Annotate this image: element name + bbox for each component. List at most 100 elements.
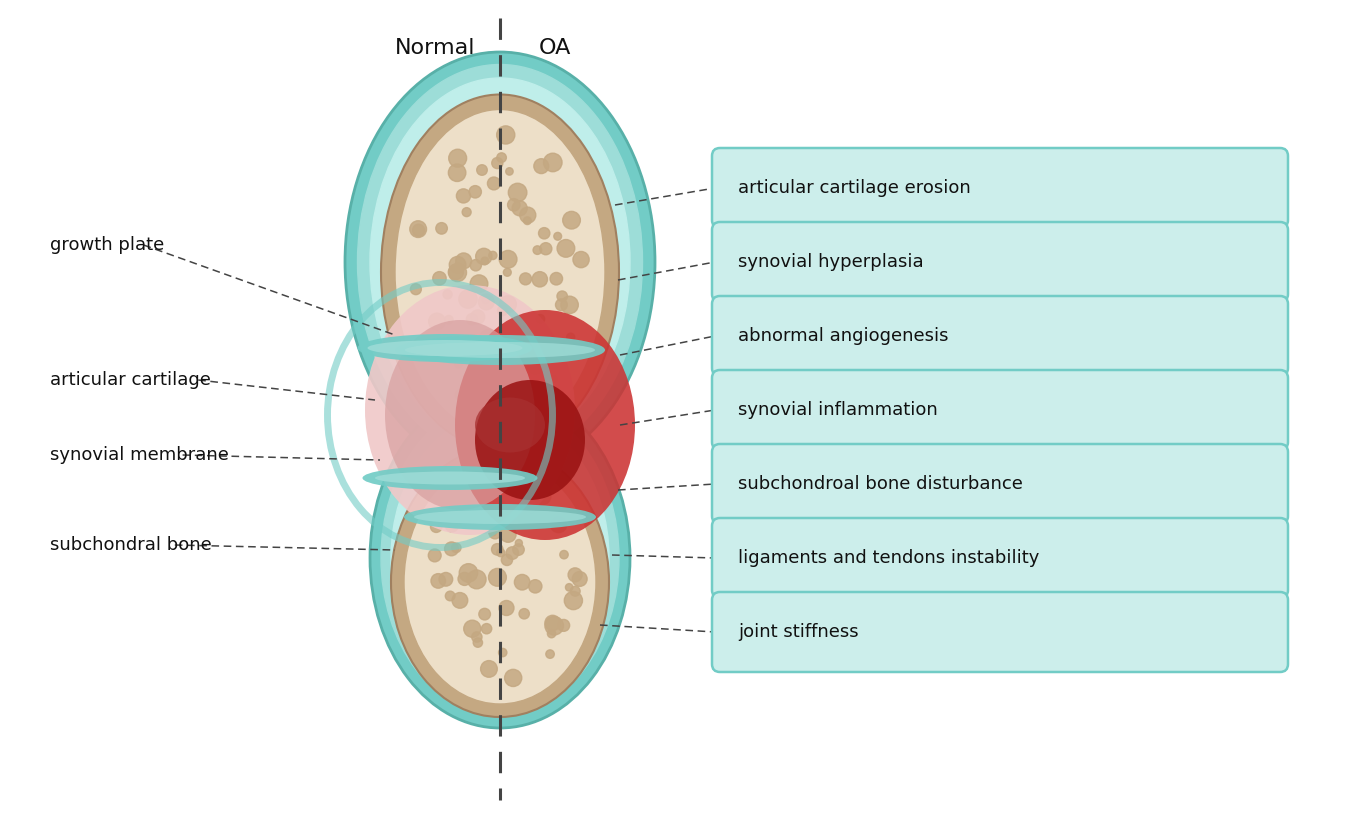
Circle shape — [568, 568, 582, 581]
Circle shape — [554, 233, 562, 240]
Circle shape — [452, 592, 467, 609]
Circle shape — [514, 402, 524, 412]
Circle shape — [528, 360, 543, 374]
Circle shape — [560, 550, 568, 559]
Circle shape — [549, 375, 558, 382]
Circle shape — [477, 483, 486, 493]
Circle shape — [555, 299, 567, 310]
Circle shape — [547, 630, 556, 638]
Circle shape — [478, 294, 494, 310]
Circle shape — [518, 609, 529, 619]
Circle shape — [509, 183, 526, 201]
Ellipse shape — [367, 340, 522, 356]
Circle shape — [482, 296, 490, 304]
Circle shape — [486, 332, 498, 344]
Circle shape — [491, 500, 508, 515]
Circle shape — [456, 253, 471, 269]
Circle shape — [497, 340, 512, 355]
Circle shape — [410, 221, 427, 238]
Circle shape — [545, 617, 563, 635]
Circle shape — [456, 189, 471, 203]
Circle shape — [448, 264, 467, 282]
Circle shape — [481, 661, 497, 677]
Circle shape — [452, 519, 462, 528]
Circle shape — [500, 251, 517, 268]
FancyBboxPatch shape — [711, 296, 1288, 376]
Circle shape — [443, 290, 452, 299]
Circle shape — [464, 620, 481, 637]
Circle shape — [466, 335, 479, 348]
Text: synovial inflammation: synovial inflammation — [738, 401, 938, 419]
Circle shape — [501, 554, 513, 565]
Circle shape — [487, 398, 494, 405]
Circle shape — [563, 211, 580, 229]
Circle shape — [497, 153, 506, 162]
Circle shape — [536, 314, 544, 324]
Circle shape — [504, 269, 512, 276]
Text: subchondral bone: subchondral bone — [50, 536, 212, 554]
Circle shape — [460, 339, 470, 347]
Circle shape — [572, 251, 589, 268]
Circle shape — [508, 198, 520, 211]
Circle shape — [497, 549, 505, 557]
Circle shape — [570, 586, 580, 596]
Circle shape — [506, 168, 513, 175]
Circle shape — [505, 391, 513, 399]
Circle shape — [479, 330, 498, 348]
Circle shape — [545, 649, 555, 658]
Circle shape — [491, 490, 501, 500]
Circle shape — [539, 228, 549, 239]
Circle shape — [482, 623, 491, 634]
Circle shape — [524, 217, 531, 224]
Circle shape — [513, 544, 524, 555]
Circle shape — [490, 475, 501, 486]
Circle shape — [549, 273, 563, 285]
Circle shape — [533, 487, 551, 505]
Text: synovial membrane: synovial membrane — [50, 446, 230, 464]
Circle shape — [551, 516, 567, 532]
Circle shape — [501, 527, 516, 542]
Circle shape — [558, 291, 567, 301]
Circle shape — [459, 290, 477, 308]
Text: articular cartilage erosion: articular cartilage erosion — [738, 179, 971, 197]
Circle shape — [467, 570, 486, 589]
Circle shape — [448, 164, 466, 182]
Circle shape — [490, 370, 500, 378]
Circle shape — [533, 246, 541, 255]
Circle shape — [505, 669, 522, 686]
Circle shape — [559, 347, 570, 358]
Text: ligaments and tendons instability: ligaments and tendons instability — [738, 549, 1040, 567]
FancyBboxPatch shape — [711, 370, 1288, 450]
Circle shape — [479, 609, 490, 620]
Ellipse shape — [396, 335, 605, 365]
Circle shape — [489, 527, 501, 539]
FancyBboxPatch shape — [711, 444, 1288, 524]
Circle shape — [566, 584, 572, 591]
Ellipse shape — [475, 380, 585, 500]
Circle shape — [474, 638, 482, 647]
Ellipse shape — [405, 342, 595, 358]
Ellipse shape — [396, 110, 605, 435]
Circle shape — [521, 346, 531, 355]
Ellipse shape — [475, 397, 545, 453]
Circle shape — [410, 283, 421, 295]
FancyBboxPatch shape — [711, 222, 1288, 302]
Circle shape — [447, 353, 455, 362]
Circle shape — [462, 208, 471, 216]
Circle shape — [489, 251, 497, 260]
Circle shape — [506, 547, 518, 559]
Text: articular cartilage: articular cartilage — [50, 371, 211, 389]
Circle shape — [514, 574, 531, 590]
Circle shape — [564, 591, 582, 609]
Ellipse shape — [455, 310, 634, 540]
Circle shape — [500, 296, 516, 313]
Text: subchondroal bone disturbance: subchondroal bone disturbance — [738, 475, 1023, 493]
Circle shape — [471, 310, 485, 324]
Circle shape — [455, 390, 464, 400]
Circle shape — [429, 313, 446, 330]
FancyBboxPatch shape — [711, 592, 1288, 672]
Circle shape — [490, 529, 497, 536]
Circle shape — [444, 315, 454, 324]
Circle shape — [512, 201, 528, 216]
FancyBboxPatch shape — [711, 148, 1288, 228]
